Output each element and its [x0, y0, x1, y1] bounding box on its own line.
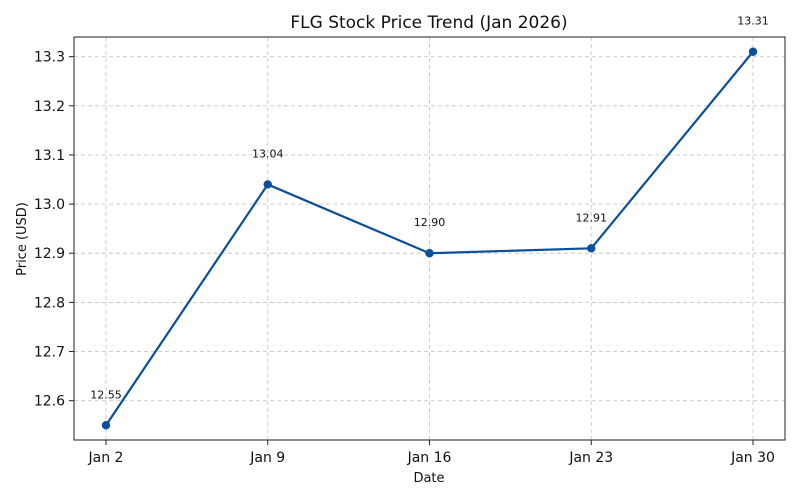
y-tick-label: 13.3 — [34, 50, 65, 66]
chart-title: FLG Stock Price Trend (Jan 2026) — [290, 13, 567, 33]
series-group — [101, 47, 758, 430]
data-point — [587, 244, 596, 253]
x-tick-label: Jan 16 — [407, 450, 452, 466]
plot-area-frame — [73, 36, 786, 441]
y-tick-label: 13.2 — [34, 99, 65, 115]
y-tick-label: 12.6 — [34, 394, 65, 410]
data-point — [425, 249, 434, 258]
y-tick-label: 12.8 — [34, 295, 65, 311]
data-label: 13.04 — [252, 147, 284, 160]
data-point — [748, 47, 758, 56]
y-axis-label: Price (USD) — [15, 202, 30, 276]
x-axis-label: Date — [413, 471, 444, 486]
data-label: 12.55 — [90, 388, 122, 401]
x-tick-label: Jan 30 — [730, 450, 775, 466]
data-label: 12.91 — [576, 211, 608, 224]
data-point — [263, 180, 272, 189]
y-tick-label: 13.0 — [34, 197, 65, 213]
axis-ticks: 12.6 12.7 12.8 12.9 13.0 13.1 13.2 13.3 Jan 2 Jan… — [34, 50, 775, 466]
y-tick-label: 12.9 — [34, 246, 65, 262]
x-tick-label: Jan 23 — [568, 450, 613, 466]
data-point — [101, 421, 111, 430]
x-tick-label: Jan 9 — [249, 450, 285, 466]
y-tick-label: 12.7 — [34, 345, 65, 361]
y-tick-label: 13.1 — [34, 148, 65, 164]
data-labels: 12.55 13.04 12.90 12.91 13.31 — [90, 15, 769, 402]
x-tick-label: Jan 2 — [88, 450, 124, 466]
grid — [74, 37, 785, 440]
data-label: 12.90 — [414, 216, 446, 229]
data-label: 13.31 — [737, 15, 769, 28]
